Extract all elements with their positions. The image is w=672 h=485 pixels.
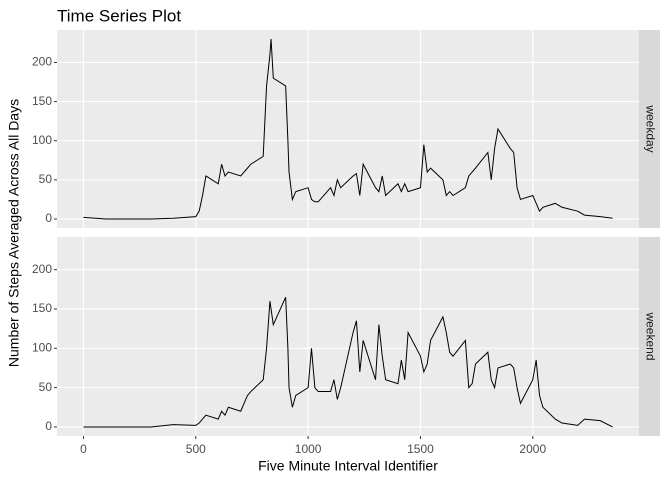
- facet-label: weekday: [643, 104, 657, 152]
- x-axis-label: Five Minute Interval Identifier: [258, 458, 438, 474]
- x-tick-label: 1500: [407, 442, 434, 456]
- y-tick-label: 200: [32, 55, 52, 69]
- series-line: [83, 296, 613, 428]
- x-tick-label: 1000: [295, 442, 322, 456]
- chart-title: Time Series Plot: [57, 6, 181, 25]
- x-tick-label: 500: [186, 442, 206, 456]
- panel-background: [57, 237, 639, 436]
- y-tick-label: 50: [39, 172, 53, 186]
- panel-background: [57, 30, 639, 228]
- y-tick-label: 0: [45, 211, 52, 225]
- y-tick-label: 100: [32, 133, 52, 147]
- x-tick-label: 0: [80, 442, 87, 456]
- y-tick-label: 150: [32, 301, 52, 315]
- facet-label: weekend: [643, 311, 657, 360]
- x-tick-label: 2000: [519, 442, 546, 456]
- facet-strip: [639, 237, 660, 436]
- y-tick-label: 50: [39, 380, 53, 394]
- y-tick-label: 150: [32, 94, 52, 108]
- y-tick-label: 0: [45, 419, 52, 433]
- facet-strip: [639, 30, 660, 228]
- y-axis-label: Number of Steps Averaged Across All Days: [6, 99, 22, 367]
- y-tick-label: 200: [32, 262, 52, 276]
- series-line: [83, 38, 613, 220]
- y-tick-label: 100: [32, 340, 52, 354]
